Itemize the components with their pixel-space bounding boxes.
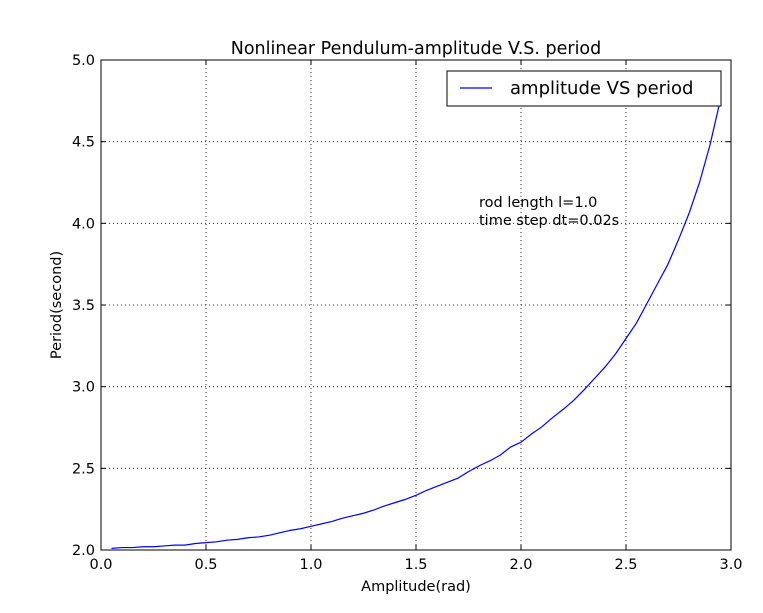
x-tick-label: 1.0 bbox=[299, 557, 322, 573]
series-line bbox=[111, 99, 722, 549]
annotation-rod-length: rod length l=1.0 bbox=[479, 195, 597, 211]
legend-box bbox=[446, 70, 722, 107]
x-tick-label: 3.0 bbox=[719, 557, 742, 573]
x-axis-label: Amplitude(rad) bbox=[361, 579, 471, 595]
x-tick-label: 0.0 bbox=[89, 557, 112, 573]
series-layer bbox=[111, 99, 722, 549]
ticks: 0.0 0.5 1.0 1.5 2.0 2.5 3.0 2.0 2.5 3.0 3.5 4.0 4.5 5… bbox=[72, 53, 743, 573]
y-tick-label: 4.5 bbox=[72, 135, 95, 151]
y-tick-label: 5.0 bbox=[72, 53, 95, 69]
grid bbox=[101, 60, 731, 550]
x-tick-label: 0.5 bbox=[194, 557, 217, 573]
annotation-time-step: time step dt=0.02s bbox=[479, 213, 619, 229]
y-tick-label: 3.5 bbox=[72, 298, 95, 314]
y-tick-label: 4.0 bbox=[72, 216, 95, 232]
legend: amplitude VS period bbox=[446, 70, 722, 107]
y-axis-label: Period(second) bbox=[49, 251, 65, 359]
y-tick-label: 3.0 bbox=[72, 380, 95, 396]
x-tick-label: 2.5 bbox=[614, 557, 637, 573]
legend-label: amplitude VS period bbox=[510, 78, 693, 99]
y-tick-label: 2.0 bbox=[72, 543, 95, 559]
y-tick-label: 2.5 bbox=[72, 461, 95, 477]
chart-title: Nonlinear Pendulum-amplitude V.S. period bbox=[231, 39, 602, 59]
x-tick-label: 2.0 bbox=[509, 557, 532, 573]
x-tick-label: 1.5 bbox=[404, 557, 427, 573]
